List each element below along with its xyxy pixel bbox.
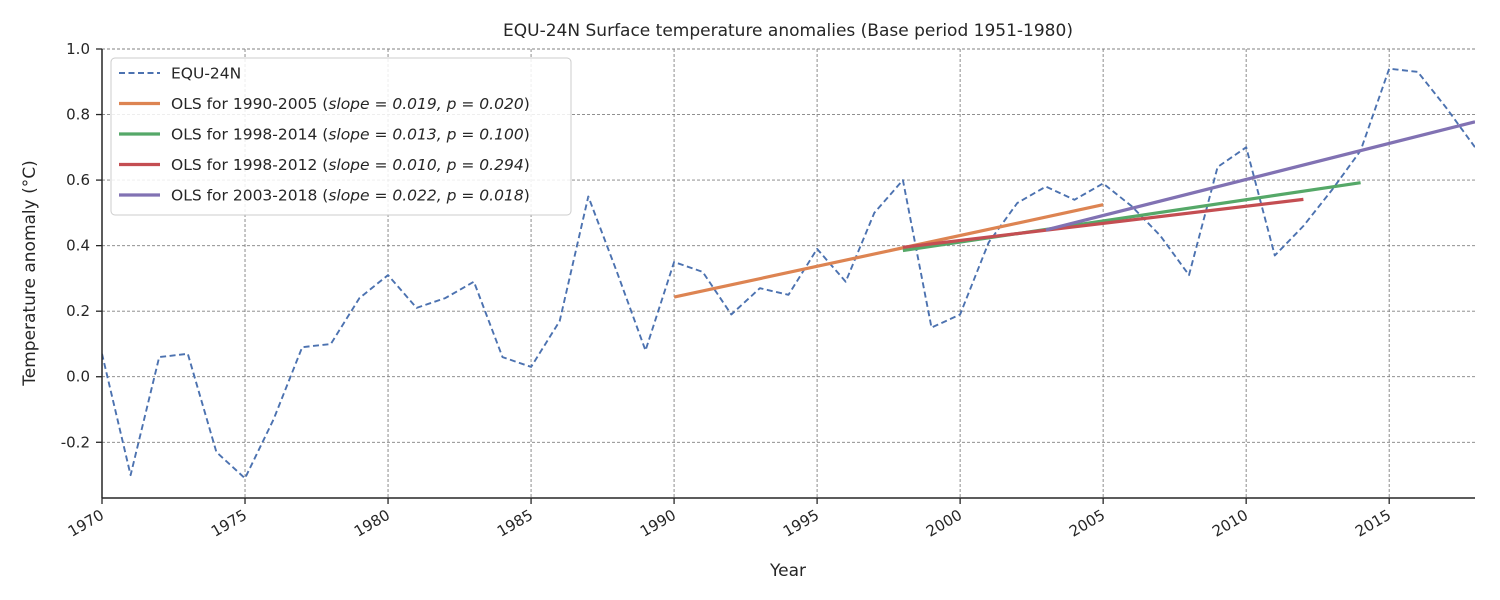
series-line-equ-24n	[102, 67, 1475, 480]
ols-trend-line-4	[1045, 120, 1475, 232]
y-axis-label: Temperature anomaly (°C)	[20, 160, 40, 386]
x-tick-label: 1975	[208, 506, 250, 541]
ols-trend-line-1	[673, 203, 1104, 299]
x-tick-label: 2015	[1352, 506, 1394, 541]
legend-label: OLS for 1990-2005 (slope = 0.019, p = 0.…	[171, 95, 530, 113]
x-tick-label: 1980	[351, 506, 393, 541]
legend-label: OLS for 1998-2012 (slope = 0.010, p = 0.…	[171, 156, 530, 174]
x-tick-label: 1990	[637, 506, 679, 541]
x-tick-label: 2000	[923, 506, 965, 541]
legend: EQU-24N OLS for 1990-2005 (slope = 0.019,…	[110, 57, 572, 216]
legend-label: OLS for 2003-2018 (slope = 0.022, p = 0.…	[171, 187, 530, 205]
x-tick-label: 2010	[1209, 506, 1251, 541]
x-tick-label: 2005	[1066, 506, 1108, 541]
y-tick-label: 0.4	[66, 237, 90, 255]
x-axis-label: Year	[769, 561, 806, 581]
x-tick-label: 1970	[65, 506, 107, 541]
y-tick-label: 0.8	[66, 106, 90, 124]
y-tick-label: 0.0	[66, 368, 90, 386]
legend-label: EQU-24N	[171, 65, 241, 83]
grid	[101, 48, 1475, 498]
y-tick-label: 0.6	[66, 171, 90, 189]
y-tick-label: 0.2	[66, 302, 90, 320]
legend-label: OLS for 1998-2014 (slope = 0.013, p = 0.…	[171, 126, 530, 144]
plot-area	[102, 67, 1475, 480]
x-tick-label: 1985	[494, 506, 536, 541]
y-tick-label: -0.2	[61, 433, 90, 451]
y-tick-label: 1.0	[66, 40, 90, 58]
ols-trend-line-3	[902, 197, 1304, 249]
legend-box	[110, 57, 572, 216]
x-tick-label: 1995	[780, 506, 822, 541]
chart-title: EQU-24N Surface temperature anomalies (B…	[503, 21, 1073, 41]
